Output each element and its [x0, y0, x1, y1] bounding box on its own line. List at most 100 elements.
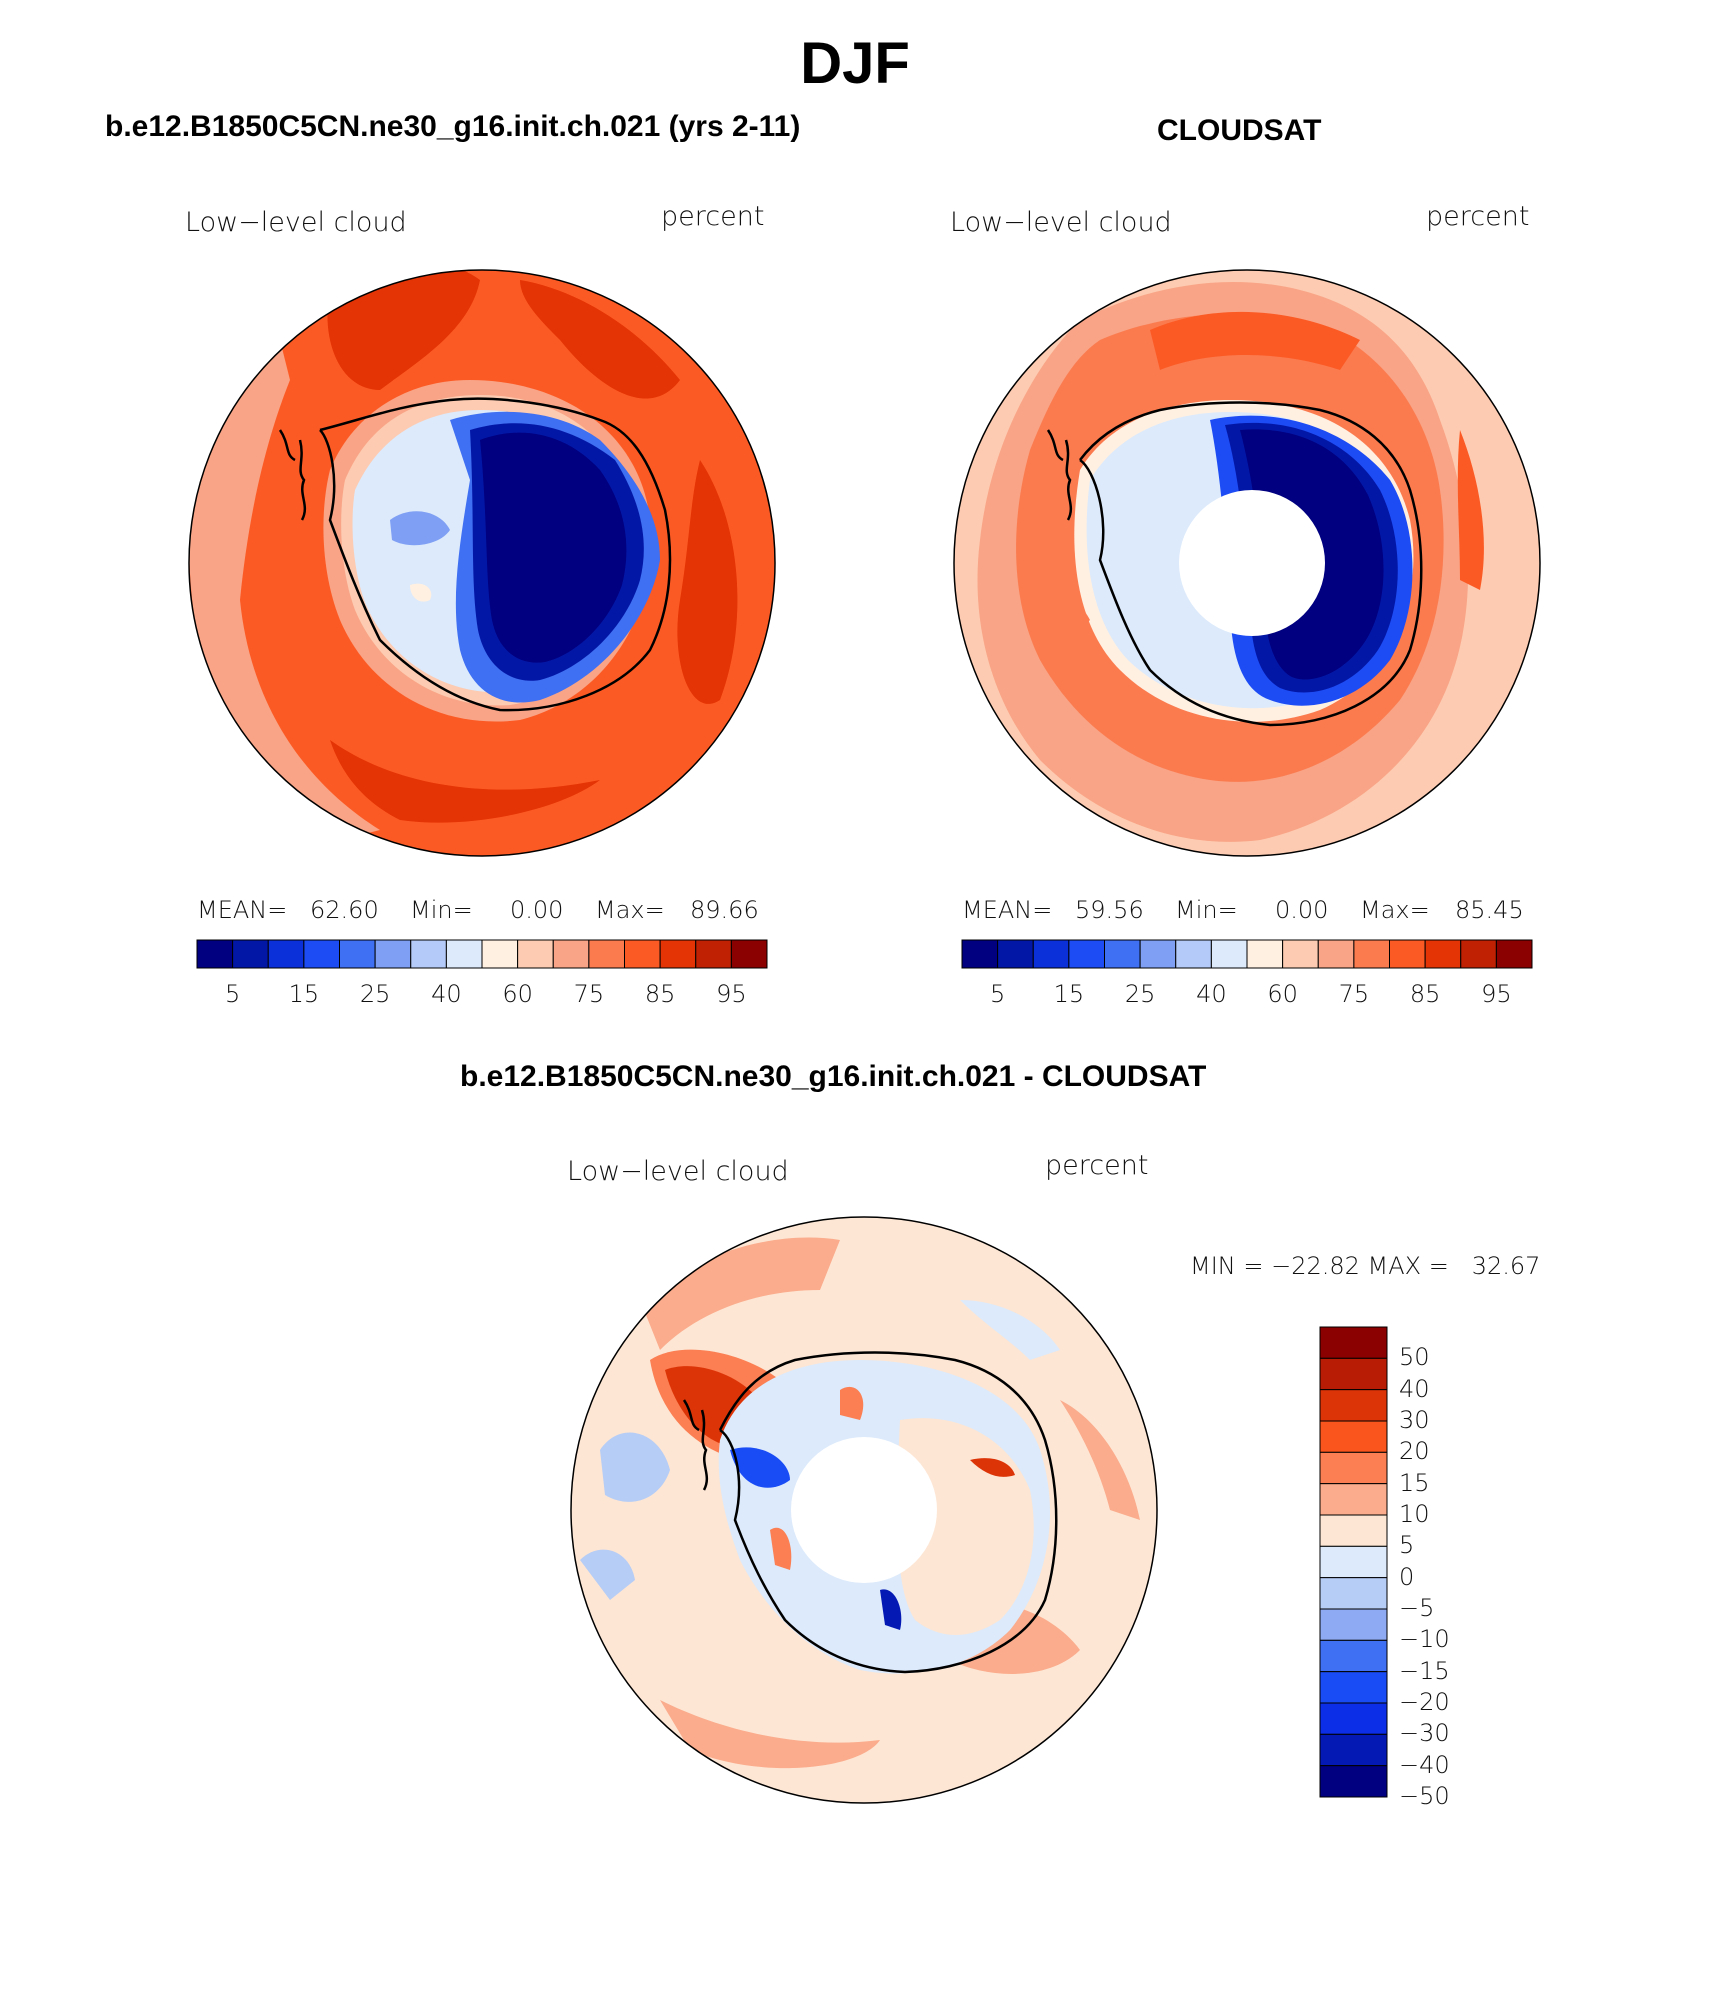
obs-colorbar-tick-label: 85: [1409, 980, 1441, 1008]
obs-min-value: 0.00: [1275, 896, 1329, 924]
difference-colorbar-tick-label: −40: [1399, 1750, 1450, 1779]
obs-colorbar-tick-label: 25: [1124, 980, 1156, 1008]
difference-colorbar-tick-label: 10: [1399, 1500, 1430, 1528]
obs-colorbar-box: [1246, 939, 1284, 969]
model-panel-header: b.e12.B1850C5CN.ne30_g16.init.ch.021 (yr…: [105, 110, 801, 143]
difference-colorbar-box: [1319, 1733, 1388, 1767]
difference-colorbar-tick-label: 5: [1399, 1531, 1415, 1560]
model-colorbar-box: [374, 939, 412, 969]
obs-colorbar-box: [1068, 939, 1105, 969]
obs-colorbar-box: [1282, 939, 1319, 969]
difference-colorbar-tick-label: −20: [1399, 1688, 1450, 1716]
difference-colorbar-box: [1319, 1357, 1388, 1391]
model-colorbar-tick-label: 15: [288, 980, 320, 1008]
difference-colorbar-tick-label: −10: [1399, 1625, 1450, 1654]
difference-colorbar-box: [1319, 1639, 1388, 1673]
model-max-value: 89.66: [690, 896, 759, 924]
difference-colorbar-box: [1319, 1514, 1388, 1547]
difference-colorbar-tick-label: 20: [1399, 1437, 1430, 1466]
difference-colorbar-box: [1319, 1420, 1388, 1453]
model-mean-value: 62.60: [310, 896, 379, 924]
model-max-label: Max=: [595, 896, 665, 924]
obs-map-border: [953, 269, 1541, 857]
difference-colorbar-tick-label: 15: [1399, 1468, 1430, 1497]
model-colorbar-tick-label: 5: [224, 980, 241, 1008]
model-colorbar: [196, 939, 768, 969]
model-colorbar-box: [445, 939, 483, 969]
obs-colorbar-box: [1139, 939, 1177, 969]
obs-colorbar-box: [1460, 939, 1497, 969]
obs-right-string: percent: [1426, 201, 1530, 232]
obs-colorbar-tick-label: 15: [1053, 980, 1085, 1008]
model-mean-label: MEAN=: [197, 896, 288, 924]
difference-colorbar-box: [1319, 1326, 1388, 1359]
model-colorbar-box: [303, 939, 340, 969]
obs-colorbar-tick-label: 95: [1481, 980, 1512, 1008]
model-colorbar-tick-label: 60: [502, 980, 533, 1008]
obs-mean-label: MEAN=: [962, 896, 1053, 924]
difference-colorbar-tick-label: −15: [1399, 1656, 1450, 1685]
difference-colorbar-tick-label: 50: [1399, 1343, 1430, 1372]
model-colorbar-box: [517, 939, 554, 969]
difference-colorbar-tick-label: −30: [1399, 1719, 1450, 1748]
difference-colorbar-box: [1319, 1671, 1388, 1704]
model-colorbar-tick-label: 75: [573, 980, 605, 1008]
obs-colorbar-box: [1424, 939, 1462, 969]
difference-missing-data-hole: [791, 1437, 937, 1583]
model-right-string: percent: [661, 201, 765, 232]
model-colorbar-box: [624, 939, 661, 969]
obs-min-label: Min=: [1175, 896, 1238, 924]
difference-colorbar-box: [1319, 1389, 1388, 1422]
difference-colorbar-box: [1319, 1483, 1388, 1516]
difference-panel-header: b.e12.B1850C5CN.ne30_g16.init.ch.021 - C…: [460, 1060, 1207, 1093]
model-map-border: [188, 269, 776, 857]
obs-colorbar-box: [1104, 939, 1141, 969]
obs-colorbar-tick-label: 40: [1196, 980, 1227, 1008]
difference-colorbar-box: [1319, 1765, 1388, 1798]
difference-colorbar: [1319, 1326, 1388, 1798]
model-colorbar-tick-label: 40: [431, 980, 462, 1008]
model-colorbar-box: [232, 939, 269, 969]
model-colorbar-box: [695, 939, 732, 969]
model-colorbar-tick-label: 95: [716, 980, 747, 1008]
obs-colorbar-box: [1317, 939, 1355, 969]
obs-colorbar-tick-label: 75: [1338, 980, 1370, 1008]
difference-colorbar-tick-label: 0: [1399, 1562, 1415, 1591]
model-colorbar-box: [730, 939, 768, 969]
model-colorbar-tick-label: 85: [644, 980, 676, 1008]
model-colorbar-box: [588, 939, 625, 969]
difference-map-border: [570, 1216, 1158, 1804]
difference-colorbar-box: [1319, 1702, 1388, 1735]
difference-left-string: Low−level cloud: [567, 1156, 789, 1187]
difference-colorbar-box: [1319, 1608, 1388, 1641]
obs-colorbar-tick-label: 60: [1267, 980, 1298, 1008]
difference-colorbar-box: [1319, 1451, 1388, 1485]
model-colorbar-box: [339, 939, 376, 969]
obs-max-value: 85.45: [1455, 896, 1524, 924]
figure-title: DJF: [800, 31, 910, 96]
model-colorbar-box: [659, 939, 697, 969]
model-colorbar-tick-label: 25: [359, 980, 391, 1008]
difference-colorbar-tick-label: 30: [1399, 1406, 1430, 1434]
difference-min-max: MIN = −22.82 MAX = 32.67: [1190, 1252, 1541, 1280]
model-polar-map: [189, 270, 775, 856]
obs-left-string: Low−level cloud: [950, 207, 1172, 238]
obs-colorbar-box: [1353, 939, 1390, 969]
obs-mean-value: 59.56: [1075, 896, 1144, 924]
obs-colorbar-box: [1175, 939, 1212, 969]
model-colorbar-box: [196, 939, 234, 969]
difference-colorbar-tick-label: 40: [1399, 1374, 1430, 1403]
obs-colorbar-tick-label: 5: [989, 980, 1006, 1008]
model-min-value: 0.00: [510, 896, 564, 924]
obs-colorbar-box: [1032, 939, 1070, 969]
obs-colorbar-box: [997, 939, 1034, 969]
difference-right-string: percent: [1045, 1150, 1149, 1181]
difference-colorbar-tick-label: −50: [1399, 1782, 1450, 1810]
model-min-label: Min=: [410, 896, 473, 924]
obs-panel-header: CLOUDSAT: [1157, 114, 1322, 147]
difference-colorbar-tick-label: −5: [1399, 1594, 1435, 1622]
obs-missing-data-hole: [1179, 490, 1325, 636]
model-colorbar-box: [267, 939, 305, 969]
model-colorbar-box: [410, 939, 447, 969]
